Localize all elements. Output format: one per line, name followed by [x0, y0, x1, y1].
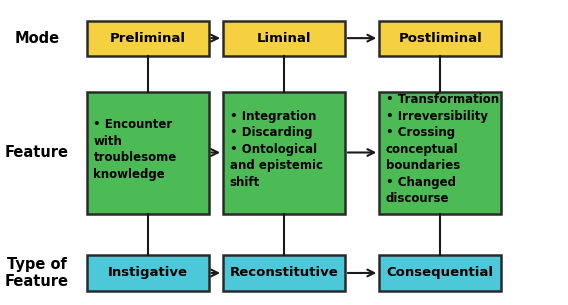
- Text: Instigative: Instigative: [108, 267, 187, 279]
- FancyBboxPatch shape: [223, 20, 345, 56]
- Text: Consequential: Consequential: [387, 267, 494, 279]
- Text: • Encounter
with
troublesome
knowledge: • Encounter with troublesome knowledge: [94, 118, 177, 181]
- Text: Feature: Feature: [5, 145, 69, 160]
- Text: • Integration
• Discarding
• Ontological
and epistemic
shift: • Integration • Discarding • Ontological…: [230, 110, 323, 189]
- FancyBboxPatch shape: [87, 20, 209, 56]
- FancyBboxPatch shape: [223, 256, 345, 290]
- FancyBboxPatch shape: [223, 92, 345, 214]
- Text: • Transformation
• Irreversibility
• Crossing
conceptual
boundaries
• Changed
di: • Transformation • Irreversibility • Cro…: [386, 93, 499, 206]
- FancyBboxPatch shape: [87, 92, 209, 214]
- Text: Preliminal: Preliminal: [110, 32, 186, 45]
- FancyBboxPatch shape: [379, 256, 501, 290]
- Text: Liminal: Liminal: [257, 32, 311, 45]
- Text: Reconstitutive: Reconstitutive: [229, 267, 339, 279]
- FancyBboxPatch shape: [379, 20, 501, 56]
- Text: Mode: Mode: [14, 30, 60, 46]
- Text: Postliminal: Postliminal: [398, 32, 482, 45]
- Text: Type of
Feature: Type of Feature: [5, 257, 69, 289]
- FancyBboxPatch shape: [379, 92, 501, 214]
- FancyBboxPatch shape: [87, 256, 209, 290]
